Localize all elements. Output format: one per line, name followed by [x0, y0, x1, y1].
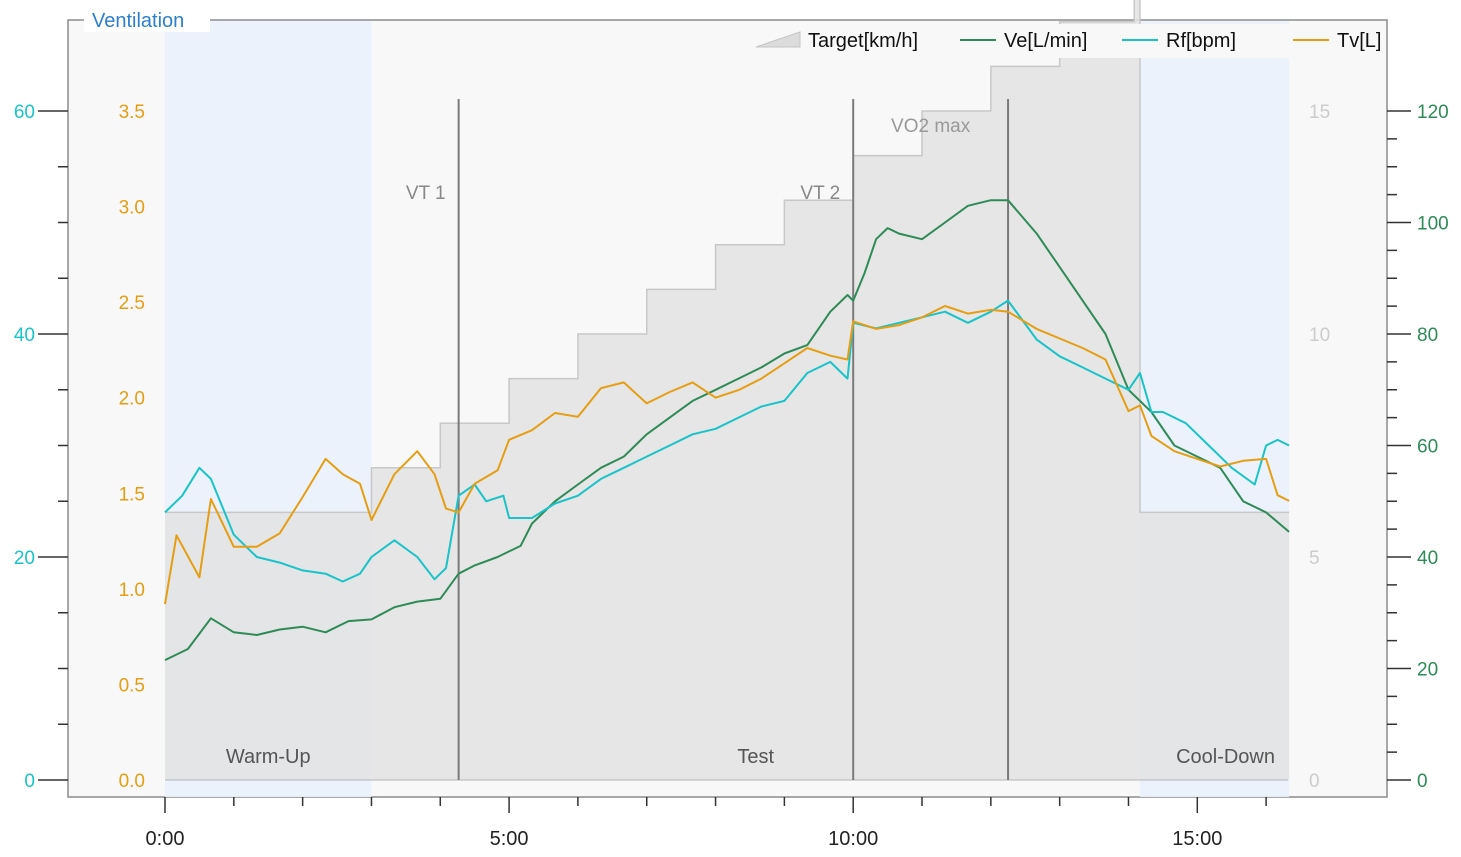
x-tick-label-2: 10:00 — [828, 828, 878, 850]
phase-label-2: Cool-Down — [1176, 746, 1275, 768]
ve-tick-label-3: 60 — [1417, 437, 1438, 458]
target-tick-label-2: 10 — [1309, 325, 1330, 346]
title-background — [84, 8, 210, 32]
tv-tick-label-2: 1.0 — [119, 580, 145, 601]
rf-tick-label-1: 20 — [14, 548, 35, 569]
chart-title: Ventilation — [92, 10, 184, 32]
legend-label-3: Tv[L] — [1337, 30, 1381, 52]
phase-label-1: Test — [737, 746, 774, 768]
target-tick-label-1: 5 — [1309, 548, 1320, 569]
ve-tick-label-1: 20 — [1417, 660, 1438, 681]
tv-tick-label-0: 0.0 — [119, 771, 145, 792]
ve-tick-label-2: 40 — [1417, 548, 1438, 569]
x-tick-label-0: 0:00 — [146, 828, 185, 850]
marker-label-0: VT 1 — [406, 183, 446, 204]
tv-tick-label-4: 2.0 — [119, 389, 145, 410]
tv-tick-label-5: 2.5 — [119, 293, 145, 314]
rf-tick-label-3: 60 — [14, 102, 35, 123]
ve-tick-label-4: 80 — [1417, 325, 1438, 346]
vo2max-label: VO2 max — [891, 116, 971, 137]
ve-tick-label-6: 120 — [1417, 102, 1449, 123]
marker-label-1: VT 2 — [800, 183, 840, 204]
legend: Target[km/h] Ve[L/min] Rf[bpm] Tv[L] — [750, 24, 1384, 58]
series-lines — [164, 199, 1290, 661]
tv-tick-label-3: 1.5 — [119, 484, 145, 505]
phase-labels: Warm-Up Test Cool-Down — [226, 746, 1275, 768]
tv-tick-label-1: 0.5 — [119, 675, 145, 696]
axes: 0:00 5:00 10:00 15:00 0 20 40 60 0.0 0.5 1.0 1.5 2.0… — [14, 102, 1449, 850]
ve-tick-label-5: 100 — [1417, 214, 1449, 235]
legend-background — [750, 24, 1384, 58]
target-tick-label-3: 15 — [1309, 102, 1330, 123]
phase-label-0: Warm-Up — [226, 746, 311, 768]
series-tv-line — [164, 305, 1290, 605]
tv-tick-label-7: 3.5 — [119, 102, 145, 123]
tv-tick-label-6: 3.0 — [119, 198, 145, 219]
target-tick-label-0: 0 — [1309, 771, 1320, 792]
x-tick-label-3: 15:00 — [1172, 828, 1222, 850]
series-ve-line — [164, 199, 1290, 661]
x-tick-label-1: 5:00 — [490, 828, 529, 850]
rf-tick-label-2: 40 — [14, 325, 35, 346]
target-line — [165, 0, 1290, 514]
ve-tick-label-0: 0 — [1417, 771, 1428, 792]
legend-label-0: Target[km/h] — [808, 30, 918, 52]
threshold-markers: VT 1 VT 2 — [406, 99, 1010, 780]
legend-swatch-target — [755, 31, 801, 48]
series-rf-line — [164, 299, 1290, 583]
legend-label-1: Ve[L/min] — [1004, 30, 1087, 52]
legend-label-2: Rf[bpm] — [1166, 30, 1236, 52]
rf-tick-label-0: 0 — [24, 771, 35, 792]
